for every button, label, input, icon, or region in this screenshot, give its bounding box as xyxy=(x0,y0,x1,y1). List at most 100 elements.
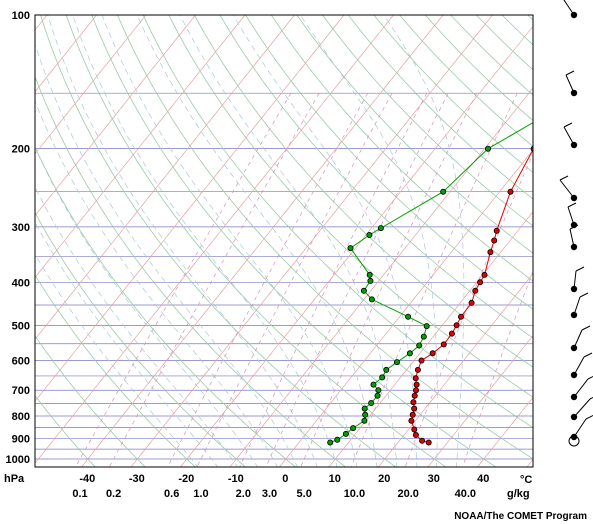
wind-calm-circle xyxy=(568,435,580,447)
dewpoint-point xyxy=(347,245,354,252)
pressure-tick-label: 300 xyxy=(12,222,30,234)
wind-barb-staff xyxy=(573,356,585,376)
isotherm-line xyxy=(35,15,345,402)
isotherm-line xyxy=(35,15,394,464)
mixing-ratio-tick-label: 20.0 xyxy=(397,488,418,500)
wind-barb-station xyxy=(570,89,578,97)
dewpoint-point xyxy=(361,417,368,424)
temperature-point xyxy=(440,341,447,348)
mixing-ratio-line xyxy=(75,93,292,467)
isotherm-line xyxy=(328,211,533,467)
dewpoint-point xyxy=(440,188,447,195)
wind-barb-flag xyxy=(559,175,569,181)
temperature-unit-label: °C xyxy=(520,474,532,486)
temperature-point xyxy=(411,426,418,433)
mixing-ratio-tick-label: 0.6 xyxy=(164,488,179,500)
isotherm-line xyxy=(130,15,493,467)
dewpoint-point xyxy=(368,399,375,406)
wind-barbs-column xyxy=(559,0,593,447)
temperature-point xyxy=(472,287,479,294)
dewpoint-point xyxy=(393,359,400,366)
dry-adiabat-line xyxy=(35,394,96,467)
mixing-ratio-line xyxy=(300,93,477,467)
temperature-point xyxy=(429,350,436,357)
dry-adiabat-line xyxy=(270,15,533,282)
dewpoint-point xyxy=(342,430,349,437)
temperature-point xyxy=(409,411,416,418)
mixing-ratio-tick-label: 40.0 xyxy=(455,488,476,500)
temperature-point xyxy=(425,439,432,446)
mixing-ratio-tick-label: 2.0 xyxy=(236,488,251,500)
wind-barb-station xyxy=(570,285,578,293)
moist-adiabat-line xyxy=(179,15,398,467)
dry-adiabat-line xyxy=(91,15,497,467)
dry-adiabat-line xyxy=(347,15,533,200)
temperature-point xyxy=(410,399,417,406)
dewpoint-point xyxy=(377,225,384,232)
moist-adiabat-line xyxy=(300,15,438,467)
dewpoint-point xyxy=(379,374,386,381)
pressure-tick-label: 200 xyxy=(12,144,30,156)
dewpoint-point xyxy=(368,296,375,303)
moist-adiabat-line xyxy=(35,253,199,467)
wind-barb-flag xyxy=(581,325,591,331)
temperature-tick-label: -30 xyxy=(129,473,145,485)
wind-barb-staff xyxy=(565,74,575,94)
isotherm-line xyxy=(35,15,246,279)
wind-barb-staff xyxy=(573,329,583,349)
moist-adiabat-line xyxy=(72,15,338,467)
mixing-ratio-line xyxy=(239,93,428,467)
dry-adiabat-line xyxy=(65,15,447,467)
mixing-ratio-tick-label: 1.0 xyxy=(193,488,208,500)
dewpoint-point xyxy=(405,313,412,320)
wind-barb-staff xyxy=(563,0,575,16)
temperature-point xyxy=(453,322,460,329)
wind-barb-station xyxy=(570,194,578,202)
temperature-point xyxy=(412,431,419,438)
mixing-ratio-tick-label: 5.0 xyxy=(297,488,312,500)
temperature-tick-label: 30 xyxy=(428,473,440,485)
wind-barb-station xyxy=(570,413,578,421)
dewpoint-point xyxy=(383,366,390,373)
temperature-point xyxy=(412,375,419,382)
temperature-point xyxy=(477,279,484,286)
temperature-tick-label: 10 xyxy=(329,473,341,485)
pressure-tick-label: 900 xyxy=(12,434,30,446)
pressure-tick-label: 700 xyxy=(12,385,30,397)
wind-barb-staff xyxy=(563,126,575,146)
isotherm-line xyxy=(35,15,295,340)
temperature-tick-label: -20 xyxy=(178,473,194,485)
temperature-point xyxy=(491,237,498,244)
dewpoint-point xyxy=(406,350,413,357)
isotherm-line xyxy=(278,149,533,467)
temperature-point xyxy=(493,227,500,234)
wind-barb-flag xyxy=(589,396,593,400)
wind-barb-station xyxy=(570,344,578,352)
mixing-ratio-line xyxy=(462,270,533,467)
temperature-point xyxy=(419,437,426,444)
dry-adiabat-line xyxy=(322,15,533,227)
dewpoint-point xyxy=(327,439,334,446)
isotherm-line xyxy=(377,273,533,467)
moist-adiabat-line xyxy=(383,15,465,467)
wind-barb-station xyxy=(570,433,578,441)
isotherm-line xyxy=(35,15,196,217)
wind-barb-flag xyxy=(575,266,585,272)
wind-barb-flag xyxy=(583,352,593,358)
wind-barb-flag xyxy=(567,202,577,208)
mixing-ratio-tick-label: 0.2 xyxy=(106,488,121,500)
temperature-point xyxy=(413,381,420,388)
dewpoint-point xyxy=(370,381,377,388)
temperature-point xyxy=(457,313,464,320)
wind-barb-flag xyxy=(587,375,593,380)
dewpoint-point xyxy=(375,387,382,394)
temperature-tick-label: 0 xyxy=(282,473,288,485)
wind-barb-staff xyxy=(573,398,591,418)
temperature-point xyxy=(507,188,514,195)
temperature-point xyxy=(448,330,455,337)
wind-barb-station xyxy=(570,141,578,149)
temperature-tick-label: 40 xyxy=(477,473,489,485)
pressure-tick-label: 500 xyxy=(12,320,30,332)
dry-adiabat-line xyxy=(35,274,196,467)
